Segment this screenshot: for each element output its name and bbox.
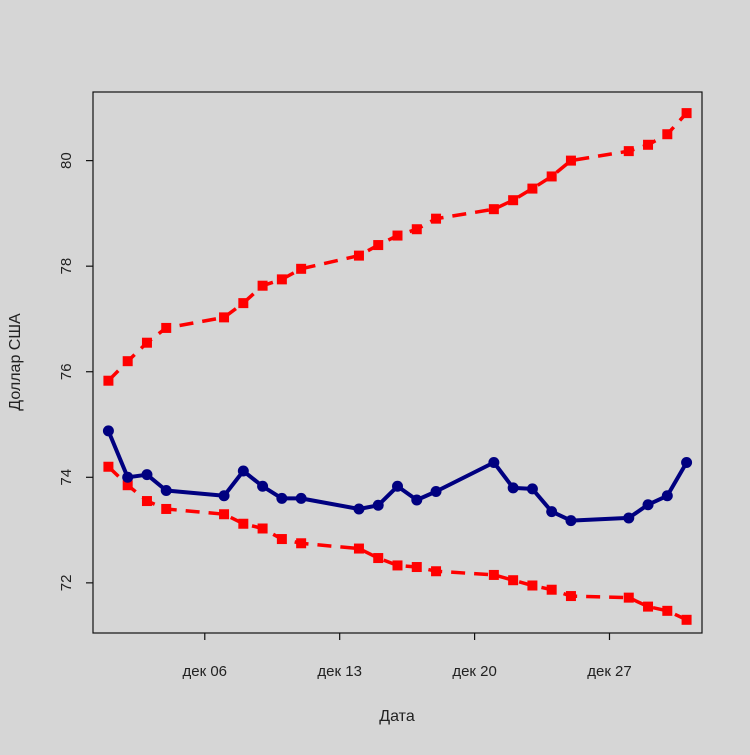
series-line [107,465,688,622]
data-point [392,230,403,241]
data-point [565,155,576,166]
x-axis-title: Дата [379,708,415,725]
data-point [411,562,422,573]
data-point [527,183,538,194]
data-point [160,484,172,496]
data-point [353,250,364,261]
data-point [392,480,403,492]
data-point [508,575,519,586]
series-2 [103,461,692,625]
data-point [295,492,307,504]
data-point [431,213,442,224]
data-point [411,494,423,506]
data-point [372,499,384,511]
data-point [508,195,519,206]
data-point [276,534,287,545]
data-point [546,506,558,518]
data-point [565,515,577,527]
data-point [161,322,172,333]
series-1 [103,108,692,386]
data-point [122,356,133,367]
y-tick-label: 78 [58,258,75,275]
x-tick-label: дек 13 [317,663,362,680]
x-tick-label: дек 06 [183,663,228,680]
data-point [122,471,134,483]
data-point [623,512,635,524]
data-point [219,509,230,520]
data-point [257,280,268,291]
data-point [141,337,152,348]
series-layer [102,108,693,625]
data-point [681,108,692,119]
data-point [488,569,499,580]
data-point [642,499,654,511]
data-point [296,263,307,274]
data-point [103,375,114,386]
data-point [257,480,269,492]
data-point [141,496,152,507]
data-point [488,204,499,215]
data-point [238,298,249,309]
data-point [219,312,230,323]
data-point [102,425,114,437]
data-point [643,601,654,612]
data-point [296,538,307,549]
y-tick-label: 72 [58,575,75,592]
data-point [565,591,576,602]
data-point [276,492,288,504]
data-point [526,483,538,495]
x-tick-label: дек 27 [587,663,632,680]
data-point [238,518,249,529]
data-point [122,480,133,491]
data-point [431,566,442,577]
series-line [107,111,688,382]
series-0 [102,425,693,527]
data-point [488,457,500,469]
y-tick-label: 76 [58,363,75,380]
data-point [546,584,557,595]
plot-frame [92,91,703,634]
data-point [546,171,557,182]
data-point [681,614,692,625]
data-point [103,461,114,472]
data-point [623,592,634,603]
data-point [373,240,384,251]
data-point [681,457,693,469]
data-point [141,469,153,481]
data-point [276,274,287,285]
data-point [353,503,365,515]
data-point [662,129,673,140]
series-line [106,430,689,523]
data-point [623,146,634,157]
x-tick-label: дек 20 [452,663,497,680]
data-point [430,486,442,498]
data-point [353,543,364,554]
data-point [161,503,172,514]
data-point [661,490,673,502]
data-point [373,553,384,564]
data-point [662,605,673,616]
data-point [218,490,230,502]
data-point [507,482,519,494]
data-point [392,560,403,571]
y-tick-label: 74 [58,469,75,486]
data-point [257,523,268,534]
data-point [527,580,538,591]
axis-layer: 72 74 76 78 80 дек 06 дек 13 дек 20 дек 27 [58,152,632,680]
data-point [643,139,654,150]
data-point [237,465,249,477]
data-point [411,224,422,235]
y-axis-title: Доллар США [7,313,24,411]
y-tick-label: 80 [58,152,75,169]
